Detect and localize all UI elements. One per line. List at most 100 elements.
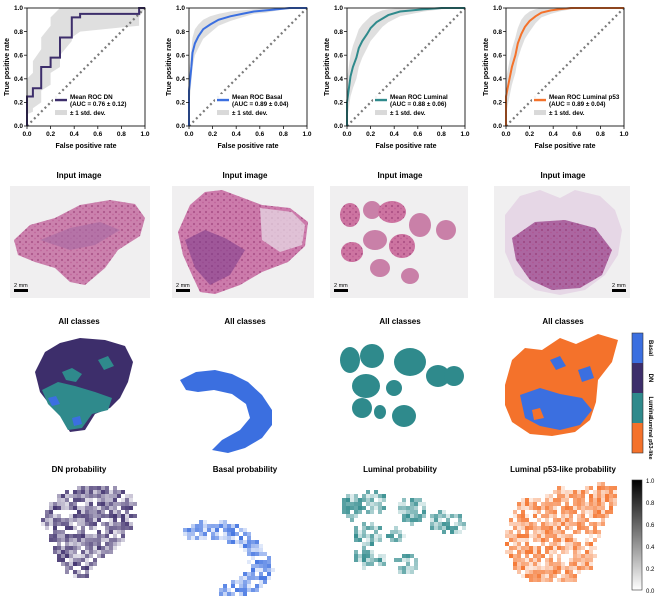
prob-pixel xyxy=(117,526,121,530)
prob-title-luminal-p53: Luminal p53-like probability xyxy=(510,465,616,474)
prob-pixel xyxy=(121,530,125,534)
prob-pixel xyxy=(223,536,227,540)
prob-pixel xyxy=(354,530,358,534)
prob-pixel xyxy=(597,486,601,490)
prob-pixel xyxy=(113,506,117,510)
prob-pixel xyxy=(410,502,414,506)
prob-pixel xyxy=(227,540,231,544)
prob-pixel xyxy=(442,526,446,530)
prob-pixel xyxy=(358,498,362,502)
x-axis-label: False positive rate xyxy=(534,143,595,150)
prob-pixel xyxy=(541,506,545,510)
prob-pixel xyxy=(73,554,77,558)
prob-pixel xyxy=(513,558,517,562)
prob-pixel xyxy=(378,526,382,530)
prob-pixel xyxy=(255,568,259,572)
prob-pixel xyxy=(529,502,533,506)
prob-pixel xyxy=(565,546,569,550)
prob-pixel xyxy=(65,542,69,546)
prob-pixel xyxy=(105,526,109,530)
prob-pixel xyxy=(434,526,438,530)
prob-pixel xyxy=(239,544,243,548)
prob-pixel xyxy=(553,550,557,554)
prob-pixel xyxy=(69,538,73,542)
prob-pixel xyxy=(529,534,533,538)
prob-pixel xyxy=(187,536,191,540)
prob-pixel xyxy=(93,562,97,566)
prob-pixel xyxy=(53,526,57,530)
prob-pixel xyxy=(354,550,358,554)
prob-pixel xyxy=(581,506,585,510)
prob-pixel xyxy=(231,580,235,584)
prob-pixel xyxy=(366,542,370,546)
prob-pixel xyxy=(521,506,525,510)
prob-pixel xyxy=(541,538,545,542)
prob-pixel xyxy=(105,538,109,542)
prob-pixel xyxy=(454,522,458,526)
prob-pixel xyxy=(45,522,49,526)
prob-pixel xyxy=(521,558,525,562)
prob-pixel xyxy=(585,526,589,530)
prob-pixel xyxy=(537,570,541,574)
prob-pixel xyxy=(438,518,442,522)
legend-auc-label: (AUC = 0.88 ± 0.06) xyxy=(390,101,446,108)
prob-pixel xyxy=(113,498,117,502)
prob-pixel xyxy=(601,510,605,514)
prob-pixel xyxy=(541,574,545,578)
prob-pixel xyxy=(442,522,446,526)
prob-pixel xyxy=(569,566,573,570)
prob-pixel xyxy=(402,502,406,506)
prob-pixel xyxy=(549,550,553,554)
prob-pixel xyxy=(247,580,251,584)
prob-pixel xyxy=(366,498,370,502)
prob-pixel xyxy=(593,530,597,534)
prob-pixel xyxy=(382,498,386,502)
x-tick-label: 0.8 xyxy=(596,131,605,138)
legend-swatch-luminal-p53 xyxy=(632,423,643,453)
prob-pixel xyxy=(521,550,525,554)
prob-pixel xyxy=(410,518,414,522)
prob-pixel xyxy=(414,502,418,506)
prob-pixel xyxy=(105,502,109,506)
prob-pixel xyxy=(549,574,553,578)
prob-pixel xyxy=(263,576,267,580)
prob-pixel xyxy=(366,526,370,530)
y-tick-label: 0.6 xyxy=(493,52,502,59)
prob-pixel xyxy=(378,558,382,562)
prob-pixel xyxy=(529,562,533,566)
colorbar-tick: 0.8 xyxy=(646,501,655,507)
prob-pixel xyxy=(577,490,581,494)
prob-pixel xyxy=(89,534,93,538)
prob-pixel xyxy=(69,534,73,538)
prob-pixel xyxy=(605,514,609,518)
prob-pixel xyxy=(561,530,565,534)
prob-pixel xyxy=(529,546,533,550)
prob-pixel xyxy=(53,514,57,518)
prob-pixel xyxy=(73,506,77,510)
plot-frame xyxy=(505,7,625,127)
prob-pixel xyxy=(601,498,605,502)
prob-pixel xyxy=(259,560,263,564)
prob-pixel xyxy=(561,578,565,582)
prob-pixel xyxy=(45,510,49,514)
prob-pixel xyxy=(573,542,577,546)
prob-pixel xyxy=(402,506,406,510)
prob-pixel xyxy=(203,524,207,528)
prob-pixel xyxy=(85,506,89,510)
prob-pixel xyxy=(430,522,434,526)
prob-pixel xyxy=(573,562,577,566)
prob-pixel xyxy=(410,514,414,518)
prob-pixel xyxy=(77,558,81,562)
prob-pixel xyxy=(247,548,251,552)
y-tick-label: 0.0 xyxy=(176,123,185,130)
prob-pixel xyxy=(462,526,466,530)
prob-pixel xyxy=(101,502,105,506)
x-tick-label: 0.2 xyxy=(208,131,217,138)
prob-pixel xyxy=(267,572,271,576)
prob-pixel xyxy=(553,518,557,522)
prob-pixel xyxy=(362,554,366,558)
prob-pixel xyxy=(93,534,97,538)
prob-pixel xyxy=(65,566,69,570)
prob-pixel xyxy=(85,542,89,546)
